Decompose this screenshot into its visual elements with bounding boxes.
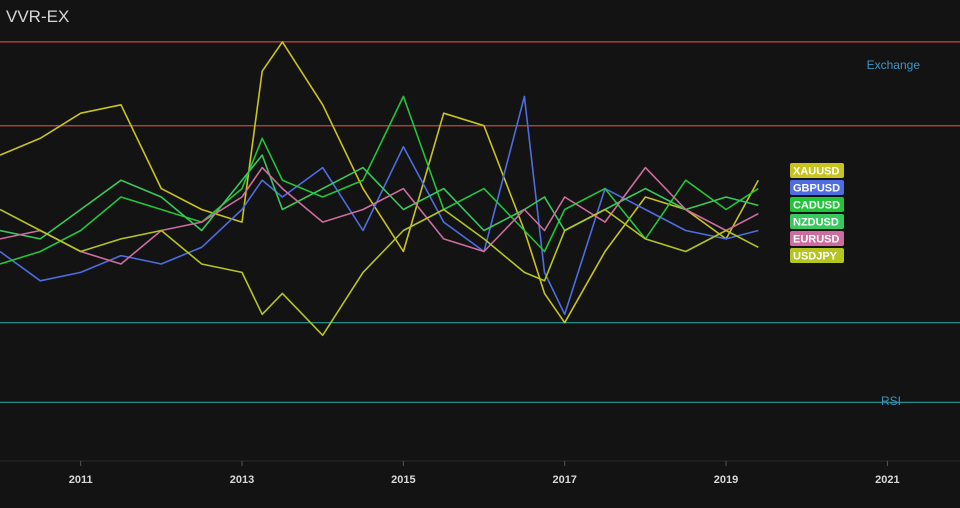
- pane-label-exchange: Exchange: [867, 58, 921, 72]
- pane-label-rsi: RSI: [881, 394, 901, 408]
- x-tick-label-2015: 2015: [391, 474, 415, 486]
- series-line-nzdusd: [0, 154, 759, 240]
- x-tick-label-2017: 2017: [552, 474, 576, 486]
- end-tag-label-usdjpy: USDJPY: [793, 251, 838, 263]
- end-tag-gbpusd: [790, 180, 844, 195]
- end-tag-label-xauusd: XAUUSD: [793, 166, 840, 178]
- end-tag-label-gbpusd: GBPUSD: [793, 183, 840, 195]
- end-tag-label-cadusd: CADUSD: [793, 200, 840, 212]
- series-line-usdjpy: [0, 208, 759, 337]
- end-tag-cadusd: [790, 197, 844, 212]
- end-tag-nzdusd: [790, 214, 844, 229]
- series-line-cadusd: [0, 95, 759, 265]
- end-tag-usdjpy: [790, 248, 844, 263]
- x-tick-label-2011: 2011: [69, 474, 93, 486]
- chart-title: VVR-EX: [6, 7, 69, 26]
- end-tag-label-eurusd: EURUSD: [793, 234, 840, 246]
- x-tick-label-2013: 2013: [230, 474, 254, 486]
- x-tick-label-2019: 2019: [714, 474, 738, 486]
- end-tag-xauusd: [790, 163, 844, 178]
- end-tag-label-nzdusd: NZDUSD: [793, 217, 839, 229]
- x-tick-label-2021: 2021: [875, 474, 899, 486]
- series-line-eurusd: [0, 166, 759, 265]
- end-tag-eurusd: [790, 231, 844, 246]
